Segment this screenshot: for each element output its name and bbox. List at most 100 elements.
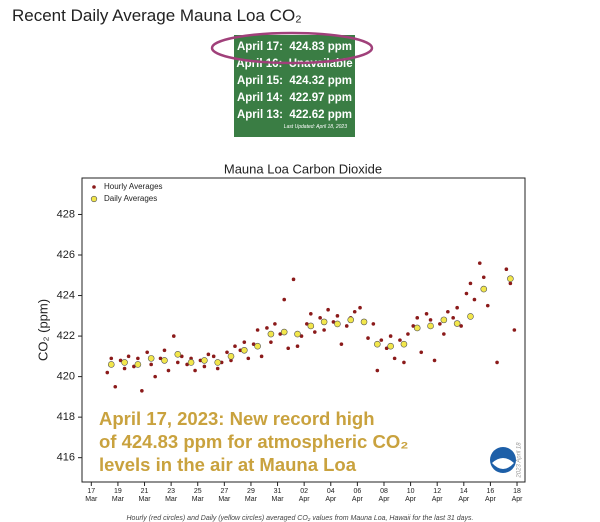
point [145, 350, 149, 355]
point [214, 359, 221, 366]
x-tick-month: Apr [432, 496, 444, 503]
point [358, 305, 362, 310]
point [379, 338, 384, 342]
point [374, 340, 381, 348]
x-tick-label: 16 [487, 488, 495, 495]
point [427, 322, 434, 330]
point [215, 366, 220, 371]
point [402, 360, 406, 365]
point [206, 352, 211, 357]
x-tick-label: 17 [87, 488, 95, 495]
point [109, 356, 114, 361]
point [347, 316, 355, 324]
point [265, 326, 269, 330]
x-tick-month: Mar [192, 496, 205, 503]
point [153, 374, 157, 379]
x-tick-label: 12 [433, 488, 441, 495]
point [508, 281, 513, 286]
x-tick-month: Apr [405, 496, 417, 503]
point [467, 313, 474, 320]
point [339, 342, 344, 346]
reading-date: April 15: [236, 75, 283, 87]
reading-date: April 14: [236, 92, 283, 104]
noaa-logo-wave [492, 458, 514, 469]
point [227, 353, 235, 360]
point [480, 285, 488, 293]
x-tick-label: 02 [300, 488, 308, 495]
point [400, 340, 408, 348]
x-tick-month: Apr [379, 496, 391, 503]
y-axis-label: CO₂ (ppm) [35, 299, 50, 361]
point [322, 328, 326, 332]
point [459, 324, 463, 328]
point [309, 311, 313, 316]
x-tick-month: Apr [325, 496, 337, 503]
x-tick-month: Mar [165, 496, 178, 503]
point [442, 332, 446, 336]
point [318, 316, 322, 320]
point [512, 328, 517, 332]
point [187, 359, 195, 366]
x-tick-label: 18 [513, 488, 521, 495]
x-tick-label: 08 [380, 488, 388, 495]
point [406, 332, 410, 336]
point [453, 320, 461, 327]
x-tick-month: Apr [458, 496, 470, 503]
point [126, 354, 131, 359]
point [335, 314, 340, 318]
point [415, 316, 420, 320]
point [440, 316, 448, 324]
x-tick-label: 29 [247, 488, 255, 495]
point [360, 318, 368, 326]
point [280, 328, 288, 336]
point [175, 360, 180, 365]
point [174, 351, 182, 358]
point [352, 309, 357, 314]
point [113, 384, 118, 389]
caption: Hourly (red circles) and Daily (yellow c… [127, 515, 474, 522]
point [254, 342, 261, 350]
point [326, 307, 330, 312]
reading: April 17: 424.83 ppm [234, 41, 355, 53]
reading: April 14: 422.97 ppm [234, 92, 355, 104]
x-tick-label: 14 [460, 488, 468, 495]
legend-label: Hourly Averages [104, 182, 163, 191]
watermark: 2023 April 18 [517, 442, 523, 479]
legend-marker [92, 185, 96, 189]
y-tick-label: 424 [57, 289, 75, 301]
point [468, 281, 473, 286]
last-updated: Last Updated: April 18, 2023 [283, 124, 347, 130]
y-tick-label: 426 [57, 249, 75, 261]
point [233, 344, 237, 349]
x-tick-label: 31 [274, 488, 282, 495]
highlight-ellipse [210, 31, 374, 65]
x-tick-label: 10 [407, 488, 415, 495]
point [375, 368, 380, 373]
point [147, 355, 155, 362]
point [398, 338, 402, 342]
point [438, 322, 442, 326]
point [428, 318, 433, 322]
point [161, 357, 168, 364]
x-tick-label: 04 [327, 488, 335, 495]
point [162, 348, 167, 353]
point [307, 322, 315, 330]
x-tick-month: Apr [512, 496, 524, 503]
x-tick-label: 21 [141, 488, 149, 495]
readings-box: April 17: 424.83 ppm April 16: Unavailab… [234, 35, 355, 137]
x-tick-label: 19 [114, 488, 122, 495]
point [121, 359, 128, 366]
reading-value: 424.83 ppm [289, 41, 353, 53]
point [105, 370, 110, 375]
y-tick-label: 420 [57, 371, 75, 383]
y-tick-label: 422 [57, 330, 75, 342]
point [282, 297, 287, 302]
point [371, 322, 376, 326]
point [259, 354, 264, 359]
legend-marker [90, 195, 98, 203]
point [291, 277, 296, 282]
x-tick-month: Mar [218, 496, 231, 503]
point [202, 364, 207, 369]
